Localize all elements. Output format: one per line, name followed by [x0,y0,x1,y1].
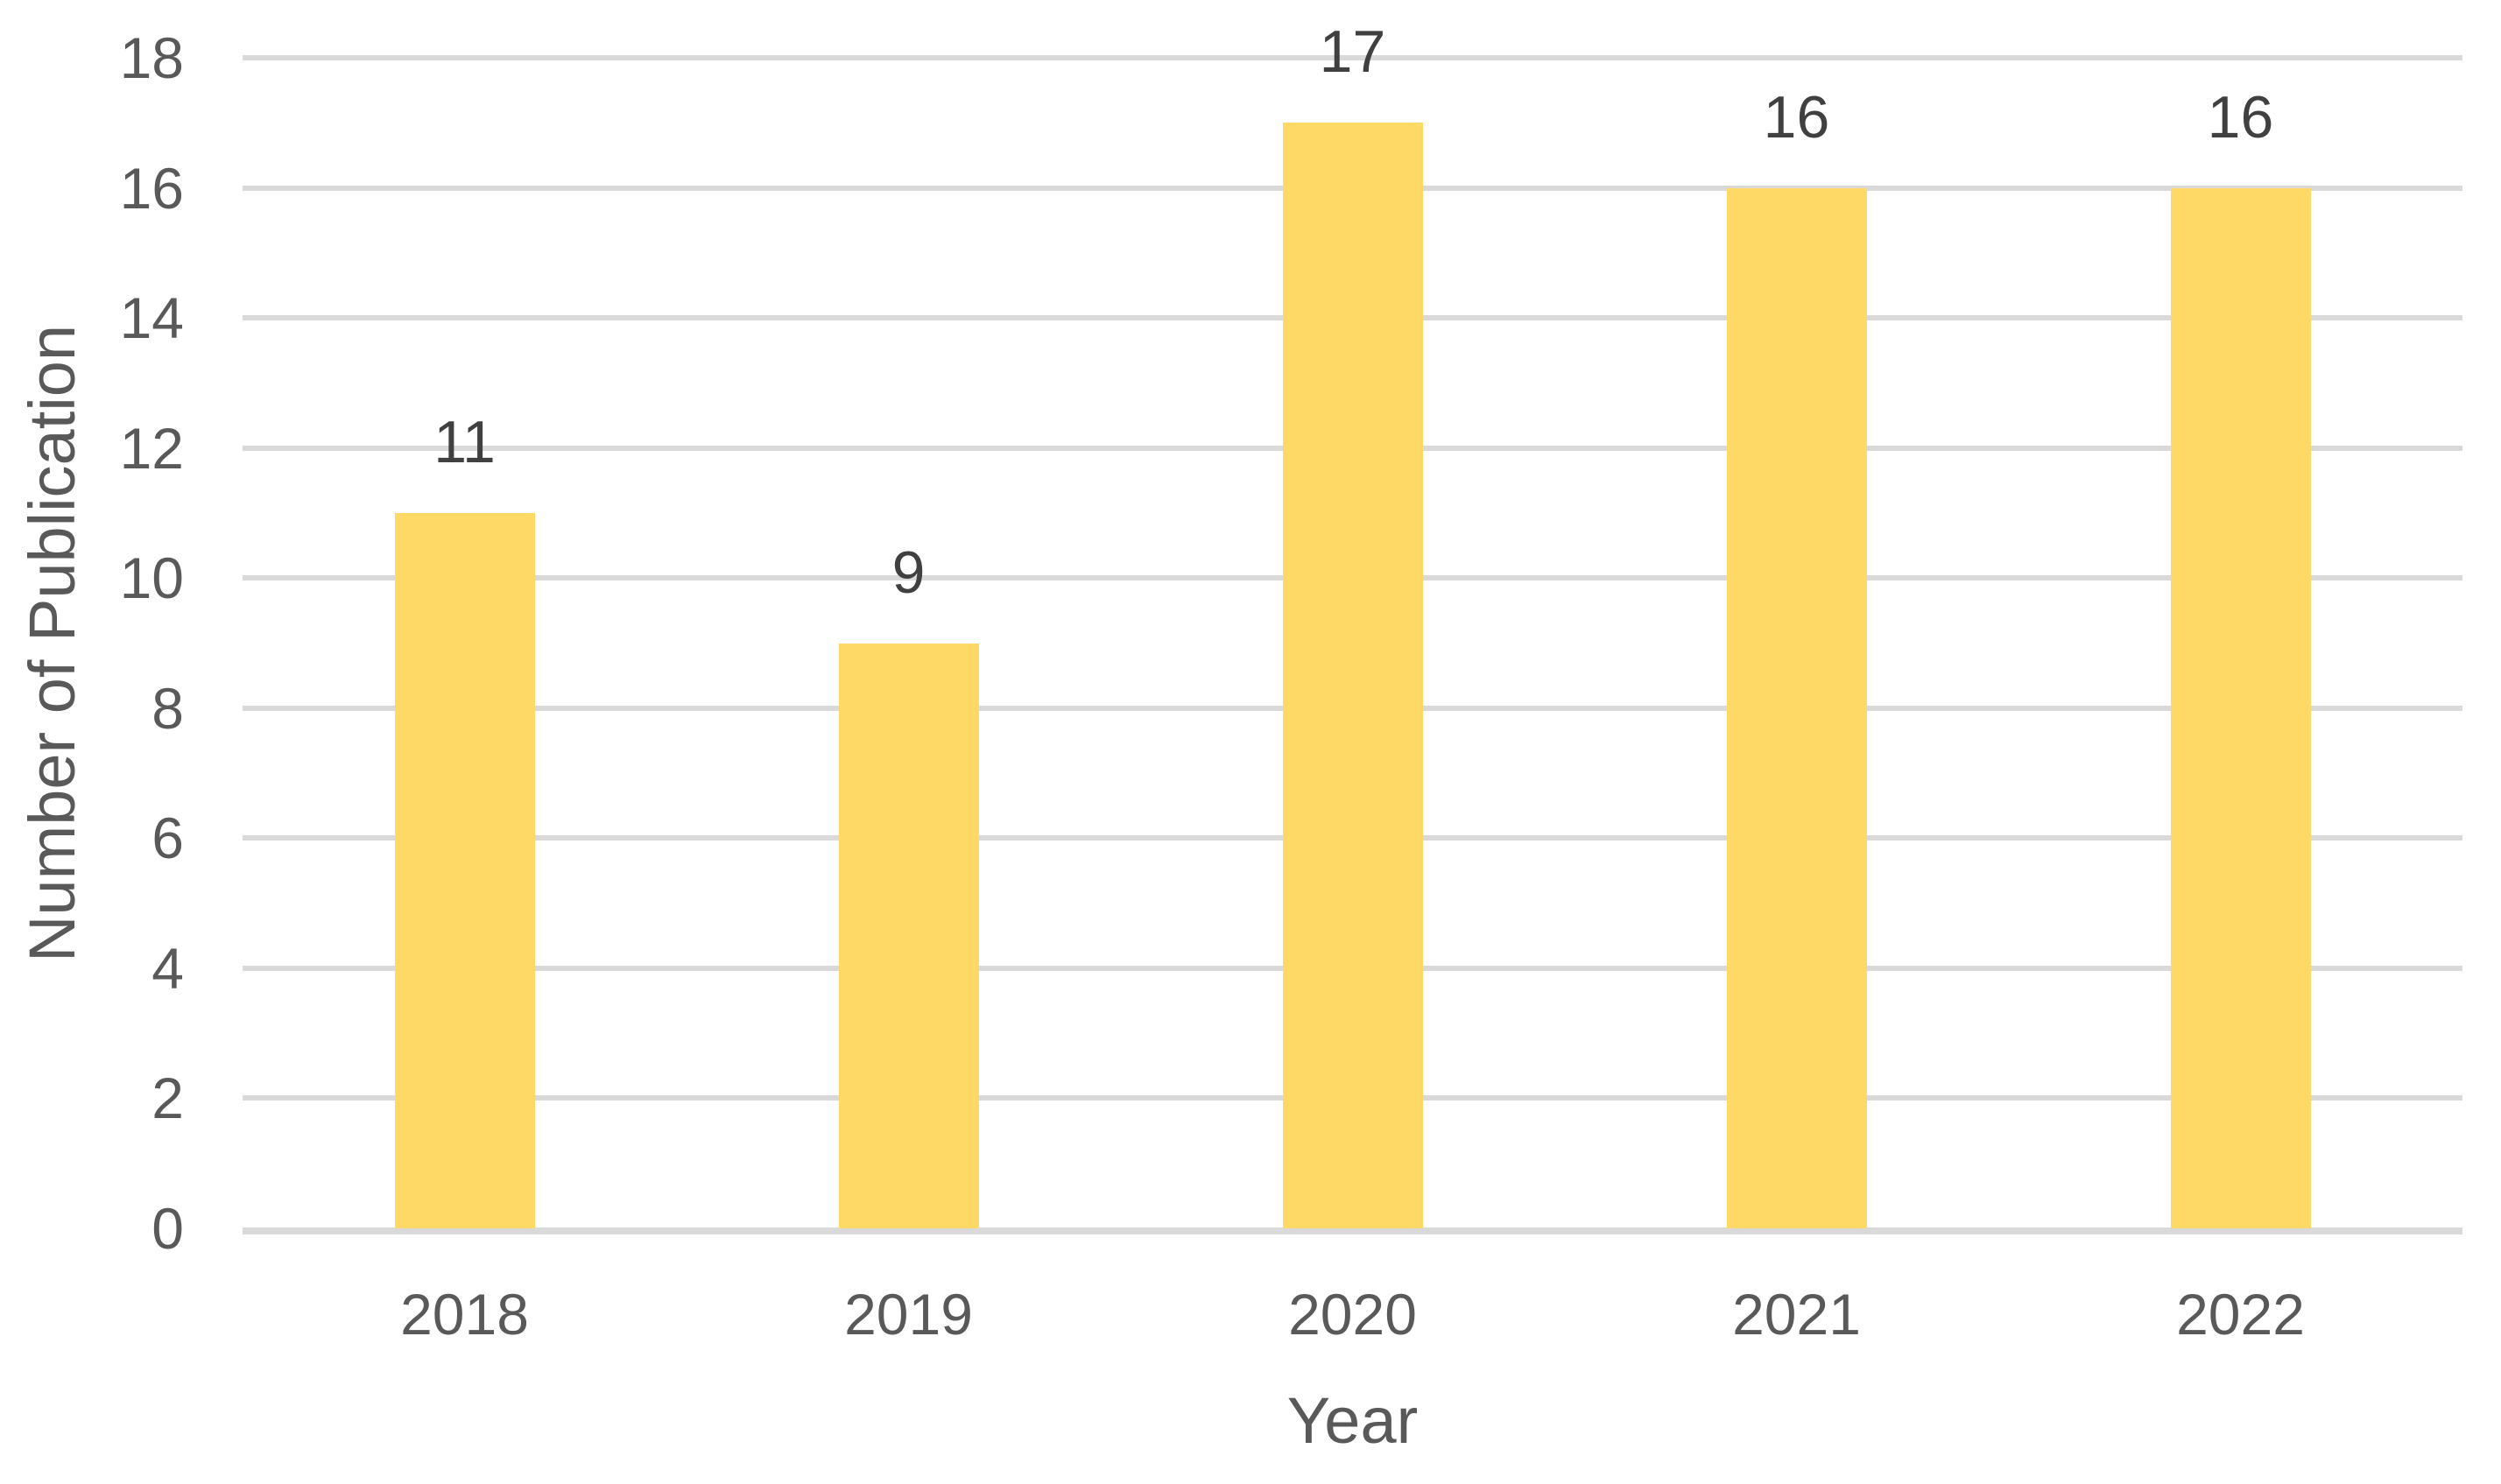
data-label-2018: 11 [433,408,496,475]
y-tick-label: 4 [151,935,184,1001]
x-tick-label-2022: 2022 [2176,1282,2305,1347]
x-axis-line [243,1227,2462,1234]
y-tick-label: 14 [119,285,184,351]
x-tick-label-2018: 2018 [400,1282,529,1347]
x-tick-label-2021: 2021 [1732,1282,1861,1347]
y-tick-label: 6 [151,805,184,871]
x-tick-label-2020: 2020 [1288,1282,1417,1347]
x-tick-label-2019: 2019 [844,1282,973,1347]
y-tick-label: 16 [119,155,184,221]
y-tick-label: 10 [119,545,184,611]
bar-2018 [394,512,535,1228]
bar-2019 [838,643,979,1228]
y-tick-label: 12 [119,415,184,481]
x-axis-title: Year [1286,1384,1419,1457]
data-label-2022: 16 [2207,83,2274,151]
y-tick-label: 18 [119,25,184,90]
data-label-2019: 9 [891,538,926,606]
bar-2022 [2170,187,2311,1228]
y-tick-label: 0 [151,1196,184,1261]
data-label-2021: 16 [1763,83,1830,151]
y-tick-label: 8 [151,675,184,741]
y-tick-label: 2 [151,1066,184,1131]
major-gridline [243,55,2462,60]
data-label-2020: 17 [1319,18,1386,86]
bar-2021 [1726,187,1867,1228]
bar-2020 [1282,123,1423,1228]
